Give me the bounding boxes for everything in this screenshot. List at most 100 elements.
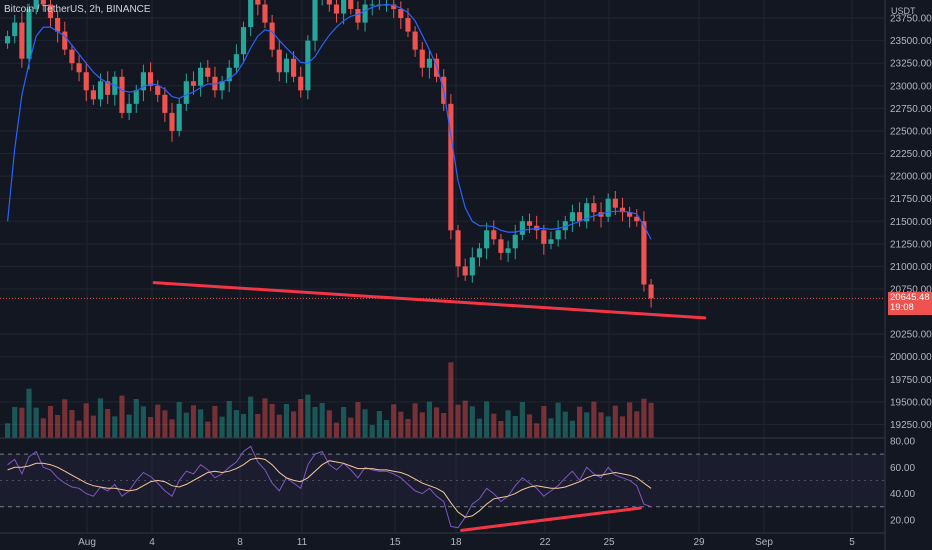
volume-bar	[33, 407, 39, 438]
candle-body	[26, 9, 32, 59]
candle-body	[519, 221, 525, 235]
rsi-axis[interactable]: 80.00 60.00 40.00 20.00	[890, 437, 915, 527]
candle-body	[198, 67, 204, 86]
volume-bar	[5, 423, 11, 438]
candle-body	[341, 0, 347, 14]
volume-bar	[584, 412, 590, 438]
time-tick-label: 29	[693, 537, 705, 548]
candle-body	[83, 72, 89, 91]
candle-body	[283, 58, 289, 73]
volume-bar	[484, 401, 490, 438]
candle-body	[326, 0, 332, 5]
price-tick-label: 19750.00	[890, 375, 932, 386]
candle-body	[591, 203, 597, 213]
volume-bars	[5, 362, 654, 438]
candle-body	[269, 22, 275, 50]
volume-bar	[47, 406, 54, 438]
volume-bar	[198, 409, 204, 438]
volume-bar	[541, 406, 547, 438]
candle-body	[97, 81, 104, 100]
candle-body	[555, 230, 561, 240]
volume-bar	[291, 411, 297, 438]
time-tick-label: 5	[849, 537, 855, 548]
volume-bar	[255, 414, 261, 438]
volume-bar	[262, 398, 268, 438]
candle-body	[355, 9, 361, 23]
volume-bar	[405, 419, 411, 438]
candle-body	[69, 49, 75, 64]
price-tick-label: 23500.00	[890, 36, 932, 47]
candle-body	[426, 58, 432, 68]
volume-bar	[26, 388, 32, 438]
volume-bar	[333, 422, 340, 438]
volume-bar	[19, 407, 25, 438]
candle-body	[333, 4, 340, 14]
volume-bar	[140, 406, 146, 438]
volume-bar	[505, 410, 511, 438]
price-tick-label: 21500.00	[890, 217, 932, 228]
volume-bar	[469, 406, 475, 438]
price-trendline[interactable]	[152, 281, 707, 320]
volume-bar	[448, 362, 454, 438]
volume-bar	[240, 414, 247, 438]
rsi-moving-average-line	[7, 457, 652, 518]
volume-bar	[341, 407, 347, 438]
candle-body	[369, 4, 375, 6]
volume-bar	[169, 419, 175, 438]
rsi-tick-label: 40.00	[890, 489, 915, 500]
candle-body	[298, 76, 304, 91]
volume-bar	[312, 407, 318, 438]
volume-bar	[190, 405, 197, 438]
price-tick-label: 21750.00	[890, 194, 932, 205]
candle-body	[291, 58, 297, 77]
candle-body	[548, 239, 554, 244]
volume-bar	[305, 394, 311, 438]
candle-body	[405, 18, 411, 32]
rsi-tick-label: 80.00	[890, 437, 915, 448]
candle-body	[105, 81, 111, 95]
price-axis[interactable]: 23750.00 23500.00 23250.00 23000.00 22750.00…	[890, 14, 932, 431]
candle-body	[90, 90, 96, 100]
candle-body	[605, 198, 611, 217]
price-tick-label: 20000.00	[890, 352, 932, 363]
volume-bar	[319, 403, 325, 438]
volume-bar	[276, 414, 282, 438]
exchange-label: BINANCE	[106, 4, 151, 15]
symbol-header[interactable]: Bitcoin / TetherUS, 2h, BINANCE	[4, 4, 151, 15]
time-axis[interactable]: Aug 4 8 11 15 18 22 25 29 Sep 5	[78, 537, 855, 548]
candle-body	[255, 0, 261, 5]
rsi-tick-label: 60.00	[890, 463, 915, 474]
volume-bar	[83, 403, 89, 438]
volume-bar	[641, 398, 647, 438]
candle-body	[491, 230, 497, 240]
volume-bar	[326, 410, 332, 438]
volume-bar	[569, 420, 575, 438]
rsi-line	[7, 445, 652, 529]
volume-bar	[398, 411, 404, 438]
volume-bar	[462, 400, 468, 438]
candle-body	[226, 67, 232, 82]
rsi-trendline[interactable]	[460, 506, 642, 532]
volume-bar	[226, 401, 232, 438]
price-tick-label: 20250.00	[890, 330, 932, 341]
volume-bar	[534, 423, 540, 438]
candle-body	[233, 54, 239, 68]
bar-countdown: 19:08	[890, 302, 914, 313]
candle-body	[412, 31, 418, 50]
volume-bar	[219, 416, 225, 438]
volume-bar	[526, 414, 533, 438]
separator: ,	[100, 4, 107, 15]
candle-body	[140, 72, 146, 91]
price-tick-label: 22750.00	[890, 104, 932, 115]
price-tick-label: 23000.00	[890, 81, 932, 92]
volume-bar	[12, 407, 18, 438]
volume-bar	[97, 398, 104, 438]
price-tick-label: 22000.00	[890, 172, 932, 183]
volume-bar	[155, 404, 161, 438]
volume-bar	[126, 414, 132, 438]
volume-bar	[133, 399, 139, 438]
candle-body	[462, 266, 468, 276]
volume-bar	[434, 407, 440, 438]
candle-body	[119, 76, 125, 113]
